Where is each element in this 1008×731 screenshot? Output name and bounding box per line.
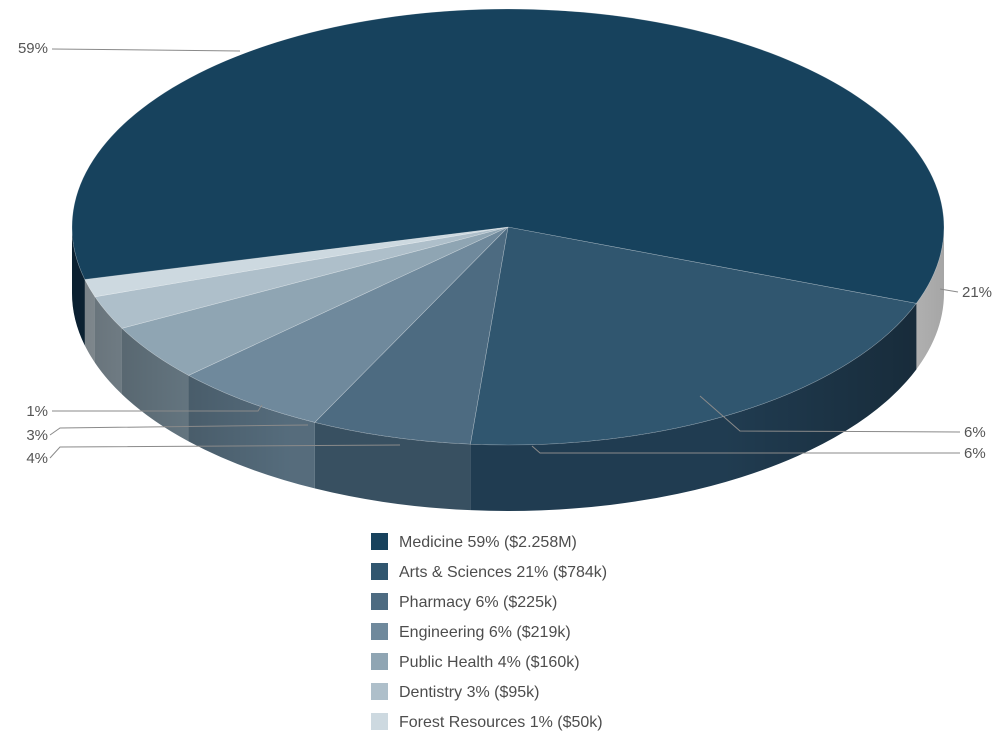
percent-label-forest-resources: 1% — [26, 403, 48, 420]
leader-line-medicine — [51, 48, 241, 52]
pie-slice-dentistry — [94, 226, 509, 329]
pie-side-shading — [72, 227, 944, 511]
legend-swatch-pharmacy — [371, 593, 388, 610]
legend-swatch-engineering — [371, 623, 388, 640]
leader-line-pharmacy — [699, 395, 961, 433]
leader-line-engineering — [531, 445, 960, 454]
pie-slice-public-health — [121, 226, 509, 376]
legend-label-public-health: Public Health 4% ($160k) — [399, 654, 580, 671]
legend-swatch-forest-resources — [371, 713, 388, 730]
leader-line-dentistry — [49, 424, 309, 436]
percent-label-dentistry: 3% — [26, 427, 48, 444]
legend-label-pharmacy: Pharmacy 6% ($225k) — [399, 594, 557, 611]
label-leader-lines — [49, 48, 961, 459]
percent-label-engineering: 6% — [964, 445, 986, 462]
leader-line-public-health — [49, 444, 401, 459]
percent-label-medicine: 59% — [18, 40, 48, 57]
percent-label-public-health: 4% — [26, 450, 48, 467]
pie-slice-forest-resources — [84, 226, 509, 298]
leader-line-forest-resources — [52, 404, 263, 412]
legend-label-dentistry: Dentistry 3% ($95k) — [399, 684, 540, 701]
pie-slice-engineering — [187, 226, 509, 423]
pie-top-faces — [71, 8, 945, 446]
leader-line-arts-sciences — [939, 288, 959, 293]
legend-label-arts-sciences: Arts & Sciences 21% ($784k) — [399, 564, 607, 581]
percent-label-arts-sciences: 21% — [962, 284, 992, 301]
legend: Medicine 59% ($2.258M) Arts & Sciences 21… — [371, 533, 607, 731]
legend-label-engineering: Engineering 6% ($219k) — [399, 624, 571, 641]
legend-swatch-dentistry — [371, 683, 388, 700]
legend-swatch-arts-sciences — [371, 563, 388, 580]
percent-labels: 59% 21% 6% 6% 4% 3% 1% — [18, 40, 992, 467]
legend-label-forest-resources: Forest Resources 1% ($50k) — [399, 714, 603, 731]
pie-side-walls — [72, 227, 944, 511]
percent-label-pharmacy: 6% — [964, 424, 986, 441]
legend-label-medicine: Medicine 59% ($2.258M) — [399, 534, 577, 551]
pie-slice-pharmacy — [314, 226, 509, 445]
legend-swatch-medicine — [371, 533, 388, 550]
pie-slice-arts-sciences — [470, 226, 917, 446]
legend-swatch-public-health — [371, 653, 388, 670]
pie-slice-medicine — [71, 8, 945, 304]
